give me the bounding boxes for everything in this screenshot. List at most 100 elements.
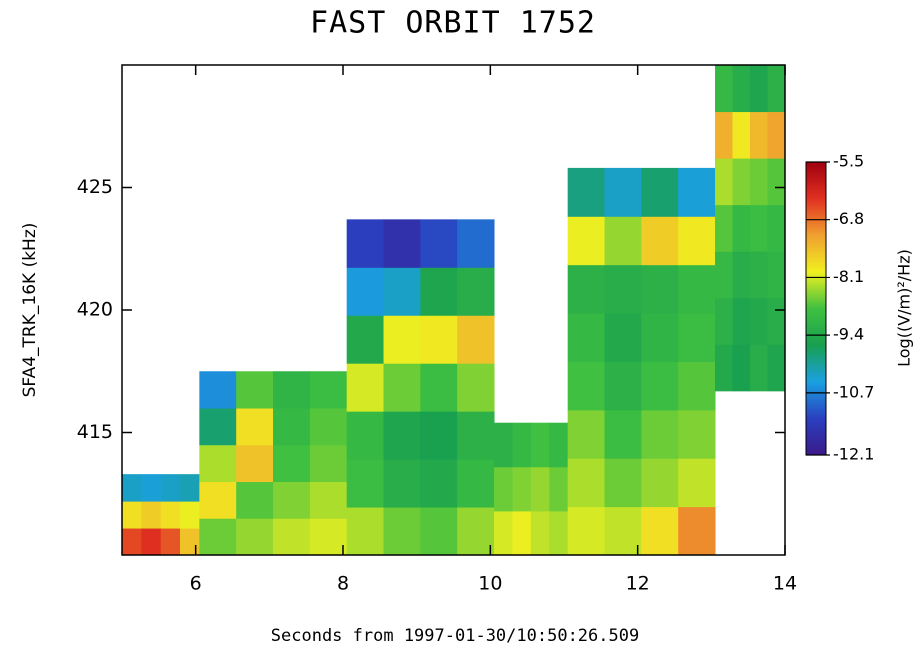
spectrogram-cell <box>236 371 274 409</box>
spectrogram-cell <box>567 458 606 508</box>
spectrogram-cell <box>732 111 751 159</box>
spectrogram-cell <box>420 411 458 460</box>
spectrogram-cell <box>383 219 421 268</box>
spectrogram-cell <box>346 411 385 460</box>
spectrogram-cell <box>641 216 679 266</box>
spectrogram-cell <box>715 251 734 299</box>
colorbar-tick-label: -12.1 <box>833 445 874 464</box>
spectrogram-cell <box>420 315 458 364</box>
spectrogram-cell <box>199 518 237 556</box>
spectrogram-cell <box>604 409 642 459</box>
spectrogram-cell <box>420 507 458 556</box>
spectrogram-cell <box>750 158 769 206</box>
spectrogram-cell <box>141 474 162 502</box>
spectrogram-cell <box>641 167 679 217</box>
spectrogram-cell <box>383 459 421 508</box>
spectrogram-cell <box>604 167 642 217</box>
x-tick-label: 12 <box>626 573 650 595</box>
spectrogram-cell <box>567 264 606 314</box>
spectrogram-cell <box>383 363 421 412</box>
spectrogram-cell <box>420 267 458 316</box>
spectrogram-cell <box>732 204 751 252</box>
spectrogram-cell <box>273 371 311 409</box>
spectrogram-cell <box>199 371 237 409</box>
spectrogram-cell <box>346 459 385 508</box>
spectrogram-cell <box>273 518 311 556</box>
x-axis-label: Seconds from 1997-01-30/10:50:26.509 <box>271 626 639 646</box>
spectrogram-cell <box>567 409 606 459</box>
spectrogram-cell <box>604 458 642 508</box>
spectrogram-cell <box>457 363 495 412</box>
spectrogram-cell <box>678 216 716 266</box>
spectrogram-cell <box>678 361 716 411</box>
spectrogram-cell <box>346 219 385 268</box>
spectrogram-cell <box>732 344 751 392</box>
spectrogram-cell <box>346 315 385 364</box>
spectrogram-cell <box>641 458 679 508</box>
spectrogram-cell <box>494 510 513 556</box>
spectrogram-cell <box>494 422 513 468</box>
spectrogram-cell <box>383 267 421 316</box>
spectrogram-cell <box>641 313 679 362</box>
spectrogram-cell <box>180 474 200 502</box>
spectrogram-cell <box>750 344 769 392</box>
spectrogram-cell <box>715 111 734 159</box>
colorbar-tick-label: -5.5 <box>833 152 864 171</box>
spectrogram-cell <box>420 459 458 508</box>
spectrogram-cell <box>199 444 237 482</box>
spectrogram-cell <box>420 363 458 412</box>
spectrogram-cell <box>457 459 495 508</box>
spectrogram-cell <box>512 466 532 512</box>
spectrogram-cell <box>309 371 348 409</box>
spectrogram-cell <box>678 506 716 556</box>
spectrogram-cell <box>160 474 181 502</box>
spectrogram-cell <box>750 204 769 252</box>
spectrogram-cell <box>457 411 495 460</box>
spectrogram-cell <box>512 422 532 468</box>
spectrogram-cell <box>549 466 569 512</box>
spectrogram-cell <box>567 361 606 411</box>
y-tick-label: 420 <box>77 299 113 321</box>
spectrogram-cell <box>549 422 569 468</box>
spectrogram-cell <box>199 408 237 446</box>
spectrogram-cell <box>530 466 550 512</box>
spectrogram-cell <box>530 510 550 556</box>
spectrogram-cell <box>732 65 751 113</box>
spectrogram-cell <box>641 409 679 459</box>
spectrogram-cell <box>732 158 751 206</box>
colorbar-tick-label: -8.1 <box>833 267 864 286</box>
spectrogram-cell <box>309 518 348 556</box>
spectrogram-cell <box>732 251 751 299</box>
spectrogram-cell <box>678 313 716 362</box>
spectrogram-cell <box>750 297 769 345</box>
spectrogram-cell <box>180 528 200 556</box>
spectrogram-cell <box>530 422 550 468</box>
spectrogram-cell <box>383 411 421 460</box>
spectrogram-cell <box>273 408 311 446</box>
spectrogram-cell <box>309 481 348 519</box>
spectrogram-cell <box>604 361 642 411</box>
colorbar <box>805 161 827 456</box>
spectrogram-cell <box>273 444 311 482</box>
spectrogram-cell <box>309 444 348 482</box>
spectrogram-cell <box>767 251 786 299</box>
spectrogram-cell <box>715 65 734 113</box>
spectrogram-cell <box>494 466 513 512</box>
spectrogram-cell <box>420 219 458 268</box>
spectrogram-cell <box>715 297 734 345</box>
spectrogram-cell <box>641 361 679 411</box>
spectrogram-cell <box>346 267 385 316</box>
spectrogram-cell <box>457 507 495 556</box>
spectrogram-cell <box>346 363 385 412</box>
spectrogram-cell <box>604 506 642 556</box>
spectrogram-cell <box>273 481 311 519</box>
spectrogram-cell <box>715 158 734 206</box>
spectrogram-cell <box>567 216 606 266</box>
spectrogram-cell <box>604 313 642 362</box>
colorbar-tick-label: -10.7 <box>833 382 874 401</box>
spectrogram-cell <box>160 528 181 556</box>
spectrogram-cell <box>641 506 679 556</box>
spectrogram-cell <box>767 344 786 392</box>
spectrogram-cell <box>141 501 162 529</box>
